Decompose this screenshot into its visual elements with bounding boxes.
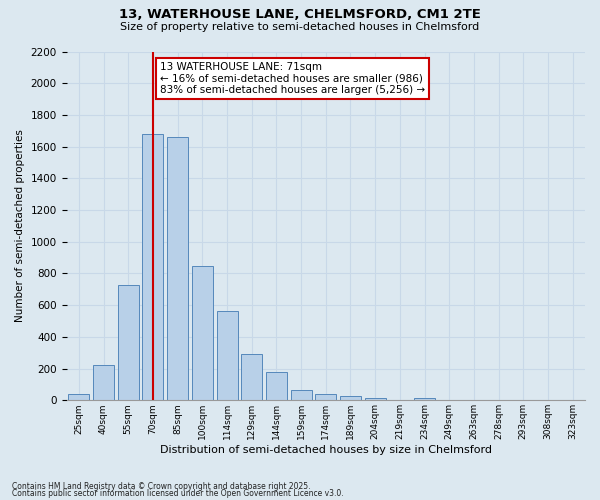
Bar xyxy=(93,364,114,400)
Bar xyxy=(118,286,139,401)
Text: 13, WATERHOUSE LANE, CHELMSFORD, CM1 2TE: 13, WATERHOUSE LANE, CHELMSFORD, CM1 2TE xyxy=(119,8,481,20)
Y-axis label: Number of semi-detached properties: Number of semi-detached properties xyxy=(15,130,25,322)
Bar xyxy=(414,398,435,400)
Bar xyxy=(340,396,361,400)
Bar xyxy=(365,398,386,400)
Bar xyxy=(217,310,238,400)
Bar xyxy=(315,394,336,400)
Text: Contains public sector information licensed under the Open Government Licence v3: Contains public sector information licen… xyxy=(12,490,344,498)
Bar xyxy=(68,394,89,400)
Text: Contains HM Land Registry data © Crown copyright and database right 2025.: Contains HM Land Registry data © Crown c… xyxy=(12,482,311,491)
Text: Size of property relative to semi-detached houses in Chelmsford: Size of property relative to semi-detach… xyxy=(121,22,479,32)
Bar xyxy=(266,372,287,400)
Bar xyxy=(241,354,262,401)
Bar xyxy=(290,390,311,400)
Text: 13 WATERHOUSE LANE: 71sqm
← 16% of semi-detached houses are smaller (986)
83% of: 13 WATERHOUSE LANE: 71sqm ← 16% of semi-… xyxy=(160,62,425,95)
Bar xyxy=(167,137,188,400)
Bar xyxy=(142,134,163,400)
Bar xyxy=(192,266,213,400)
X-axis label: Distribution of semi-detached houses by size in Chelmsford: Distribution of semi-detached houses by … xyxy=(160,445,492,455)
